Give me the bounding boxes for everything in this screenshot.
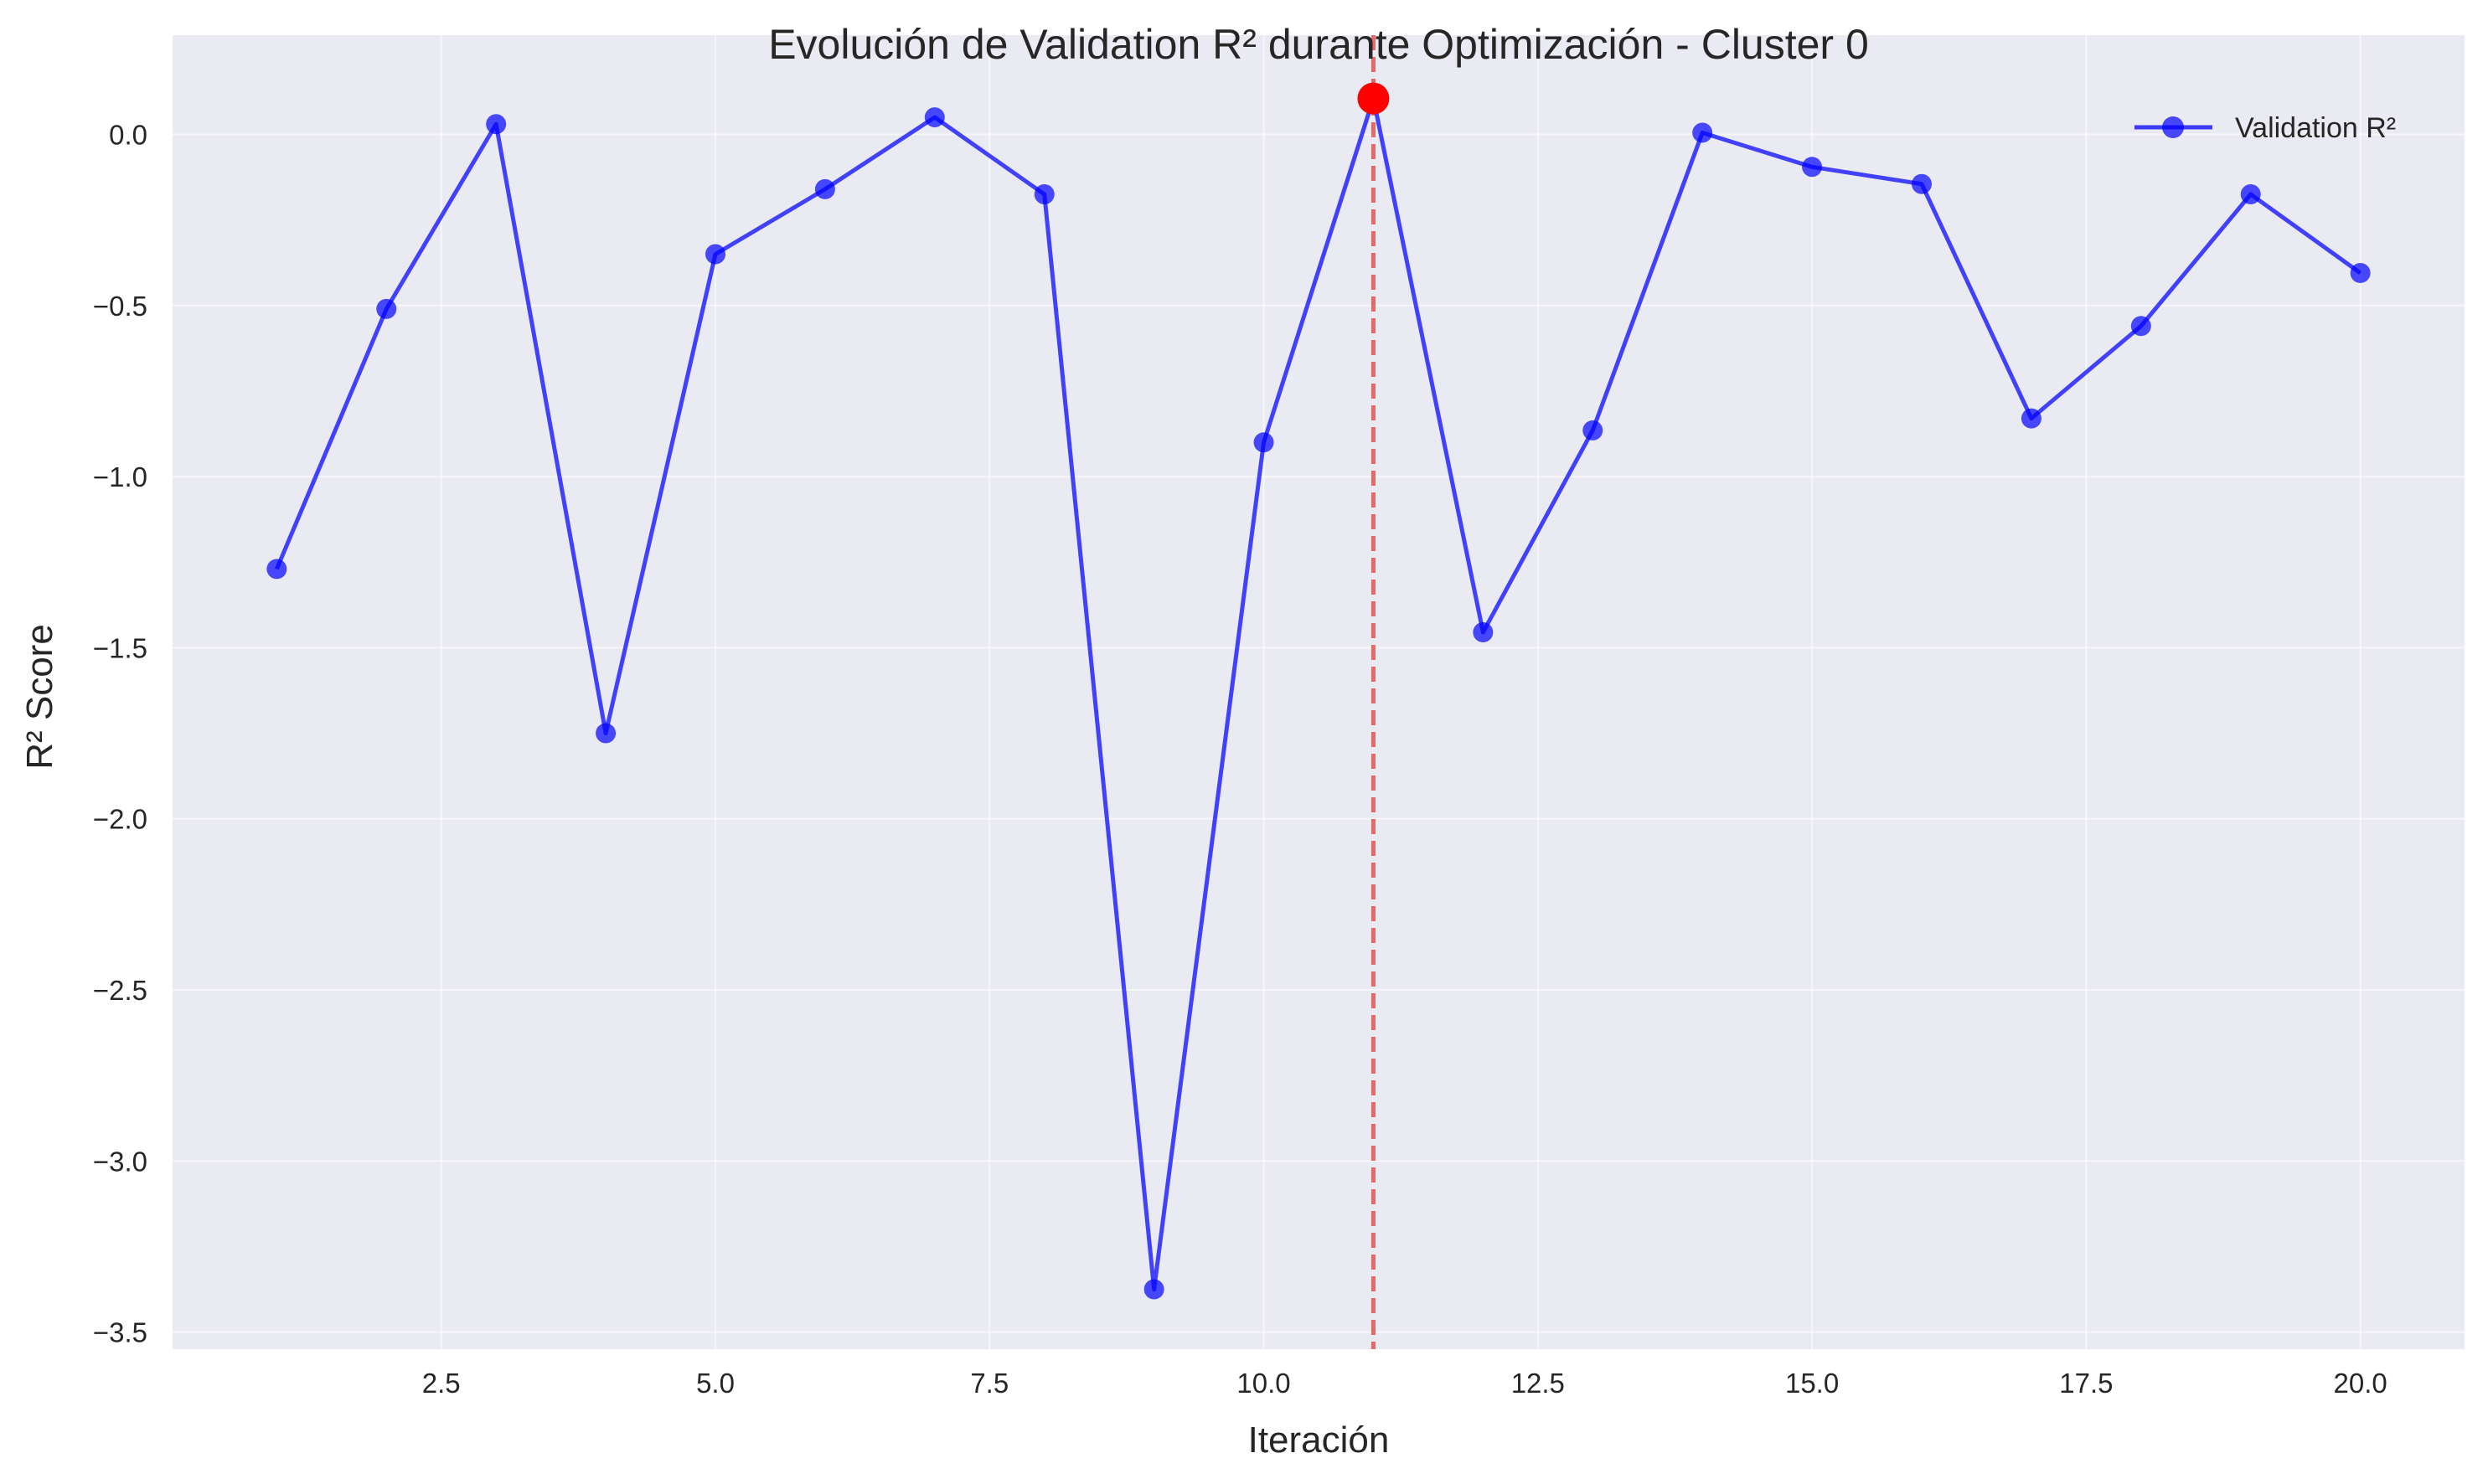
plot-background	[173, 35, 2465, 1349]
y-tick-label: −1.5	[93, 632, 147, 663]
x-tick-label: 12.5	[1511, 1368, 1565, 1399]
data-point	[2130, 316, 2151, 337]
legend: Validation R²	[2134, 112, 2396, 144]
y-ticks: 0.0 −0.5 −1.0 −1.5 −2.0 −2.5 −3.0 −3.5	[93, 119, 147, 1347]
y-tick-label: −3.5	[93, 1317, 147, 1348]
x-tick-label: 15.0	[1785, 1368, 1839, 1399]
x-ticks: 2.5 5.0 7.5 10.0 12.5 15.0 17.5 20.0	[422, 1368, 2387, 1399]
chart-title: Evolución de Validation R² durante Optim…	[768, 21, 1869, 68]
best-point	[1357, 82, 1390, 115]
x-axis-label: Iteración	[1248, 1420, 1390, 1461]
y-tick-label: −0.5	[93, 291, 147, 322]
data-point	[1034, 183, 1055, 204]
x-tick-label: 2.5	[422, 1368, 461, 1399]
data-point	[486, 114, 507, 135]
y-tick-label: −2.0	[93, 804, 147, 835]
data-point	[1143, 1279, 1164, 1300]
data-point	[1692, 122, 1713, 143]
data-point	[1253, 432, 1274, 453]
x-tick-label: 10.0	[1236, 1368, 1290, 1399]
x-tick-label: 17.5	[2059, 1368, 2113, 1399]
data-point	[2350, 262, 2371, 283]
data-point	[1473, 621, 1494, 642]
data-point	[924, 107, 945, 128]
x-tick-label: 5.0	[696, 1368, 735, 1399]
y-tick-label: −3.0	[93, 1146, 147, 1177]
data-point	[1802, 157, 1823, 178]
data-point	[705, 244, 725, 265]
series-line	[275, 96, 2362, 1291]
best-point-group	[1357, 82, 1390, 115]
x-tick-label: 7.5	[970, 1368, 1009, 1399]
data-point	[596, 723, 617, 744]
y-tick-label: 0.0	[109, 119, 147, 150]
data-point	[2240, 183, 2261, 204]
data-point	[2021, 408, 2042, 429]
legend-label: Validation R²	[2235, 112, 2396, 144]
grid	[173, 35, 2465, 1349]
x-tick-label: 20.0	[2334, 1368, 2387, 1399]
y-axis-label: R² Score	[19, 624, 60, 770]
data-point	[376, 298, 397, 319]
data-point	[266, 559, 287, 580]
y-tick-label: −2.5	[93, 975, 147, 1006]
y-tick-label: −1.0	[93, 461, 147, 492]
data-point	[1912, 173, 1932, 194]
data-point	[1582, 420, 1603, 441]
legend-marker	[2162, 116, 2184, 138]
data-point	[814, 178, 835, 199]
